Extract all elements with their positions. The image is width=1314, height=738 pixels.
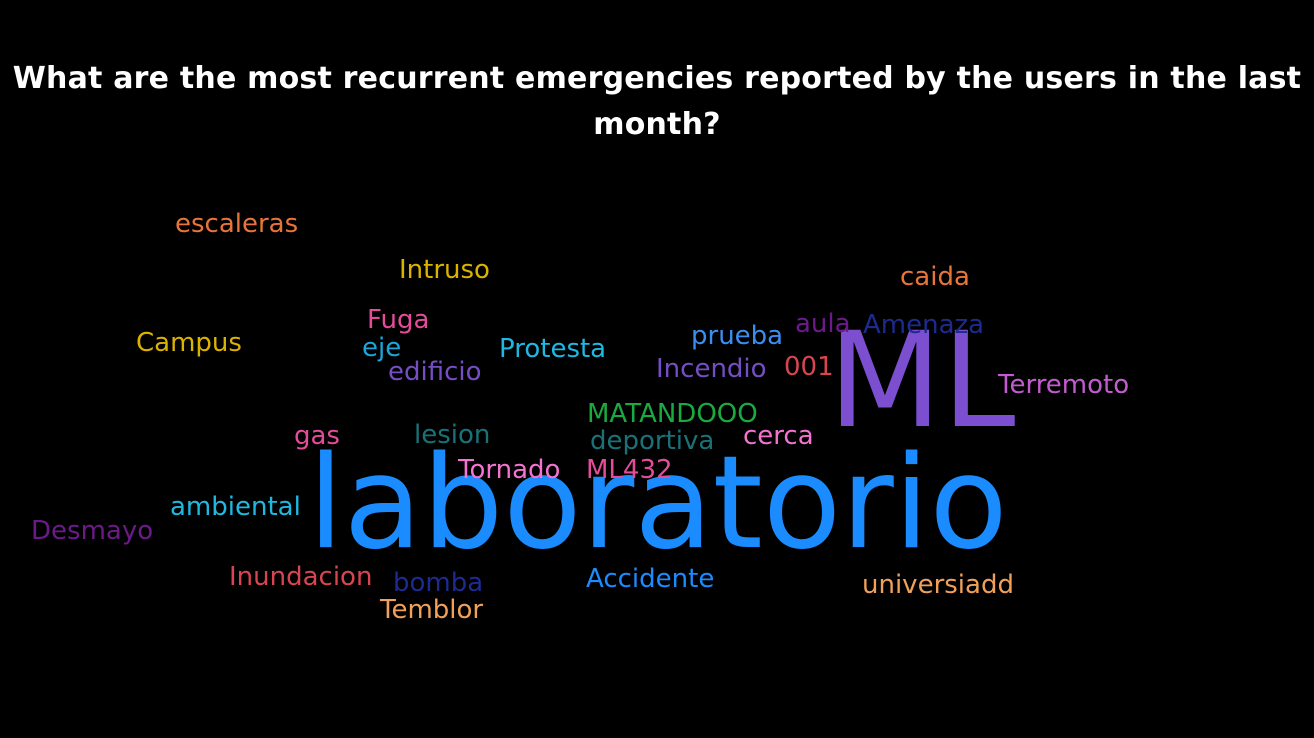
word-temblor: Temblor	[380, 595, 484, 625]
word-desmayo: Desmayo	[31, 516, 154, 546]
word-terremoto: Terremoto	[998, 370, 1130, 400]
word-incendio: Incendio	[656, 354, 767, 384]
word-campus: Campus	[136, 328, 242, 358]
word-gas: gas	[294, 421, 340, 451]
word-tornado: Tornado	[458, 455, 561, 485]
word-lesion: lesion	[414, 420, 491, 450]
word-intruso: Intruso	[399, 255, 490, 285]
word-deportiva: deportiva	[590, 426, 715, 456]
word-universiadd: universiadd	[862, 570, 1014, 600]
word-eje: eje	[362, 333, 402, 363]
word-protesta: Protesta	[499, 334, 607, 364]
word-ambiental: ambiental	[170, 492, 301, 522]
word-aula: aula	[795, 309, 851, 339]
word-ml432: ML432	[586, 455, 673, 485]
word-cerca: cerca	[743, 421, 814, 451]
chart-title: What are the most recurrent emergencies …	[12, 61, 1302, 142]
word-matandooo: MATANDOOO	[587, 399, 758, 429]
word-edificio: edificio	[388, 357, 482, 387]
word-prueba: prueba	[691, 321, 784, 351]
word-fuga: Fuga	[367, 305, 430, 335]
word-bomba: bomba	[393, 568, 484, 598]
word-ml: ML	[828, 304, 1016, 458]
word-laboratorio: laboratorio	[308, 429, 1008, 578]
word-inundacion: Inundacion	[229, 562, 373, 592]
word-accidente: Accidente	[586, 564, 715, 594]
word-escaleras: escaleras	[175, 209, 299, 239]
word-caida: caida	[900, 262, 970, 292]
word-amenaza: Amenaza	[863, 310, 985, 340]
word-001: 001	[784, 352, 834, 382]
